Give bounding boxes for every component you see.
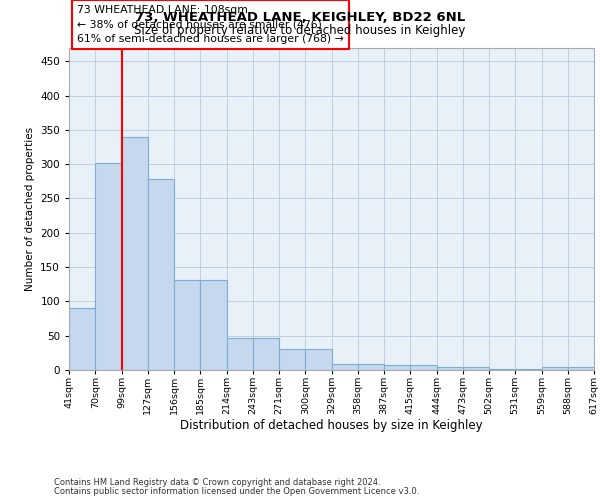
Bar	[174, 280, 200, 370]
Text: 73, WHEATHEAD LANE, KEIGHLEY, BD22 6NL: 73, WHEATHEAD LANE, KEIGHLEY, BD22 6NL	[135, 11, 465, 24]
Bar	[148, 179, 174, 370]
Y-axis label: Number of detached properties: Number of detached properties	[25, 126, 35, 291]
Bar	[279, 350, 305, 370]
Bar	[200, 280, 227, 370]
Bar	[568, 368, 594, 370]
Bar	[463, 368, 489, 370]
Text: 73 WHEATHEAD LANE: 108sqm
← 38% of detached houses are smaller (476)
61% of semi: 73 WHEATHEAD LANE: 108sqm ← 38% of detac…	[77, 4, 344, 44]
Bar	[121, 136, 148, 370]
Bar	[410, 364, 437, 370]
Text: Contains public sector information licensed under the Open Government Licence v3: Contains public sector information licen…	[54, 487, 419, 496]
Bar	[69, 308, 95, 370]
Bar	[305, 350, 331, 370]
Bar	[253, 338, 279, 370]
Bar	[358, 364, 384, 370]
Bar	[542, 368, 568, 370]
Bar	[437, 368, 463, 370]
Bar	[331, 364, 358, 370]
Text: Size of property relative to detached houses in Keighley: Size of property relative to detached ho…	[134, 24, 466, 37]
Bar	[227, 338, 253, 370]
Bar	[384, 364, 410, 370]
Bar	[95, 163, 121, 370]
X-axis label: Distribution of detached houses by size in Keighley: Distribution of detached houses by size …	[180, 420, 483, 432]
Text: Contains HM Land Registry data © Crown copyright and database right 2024.: Contains HM Land Registry data © Crown c…	[54, 478, 380, 487]
